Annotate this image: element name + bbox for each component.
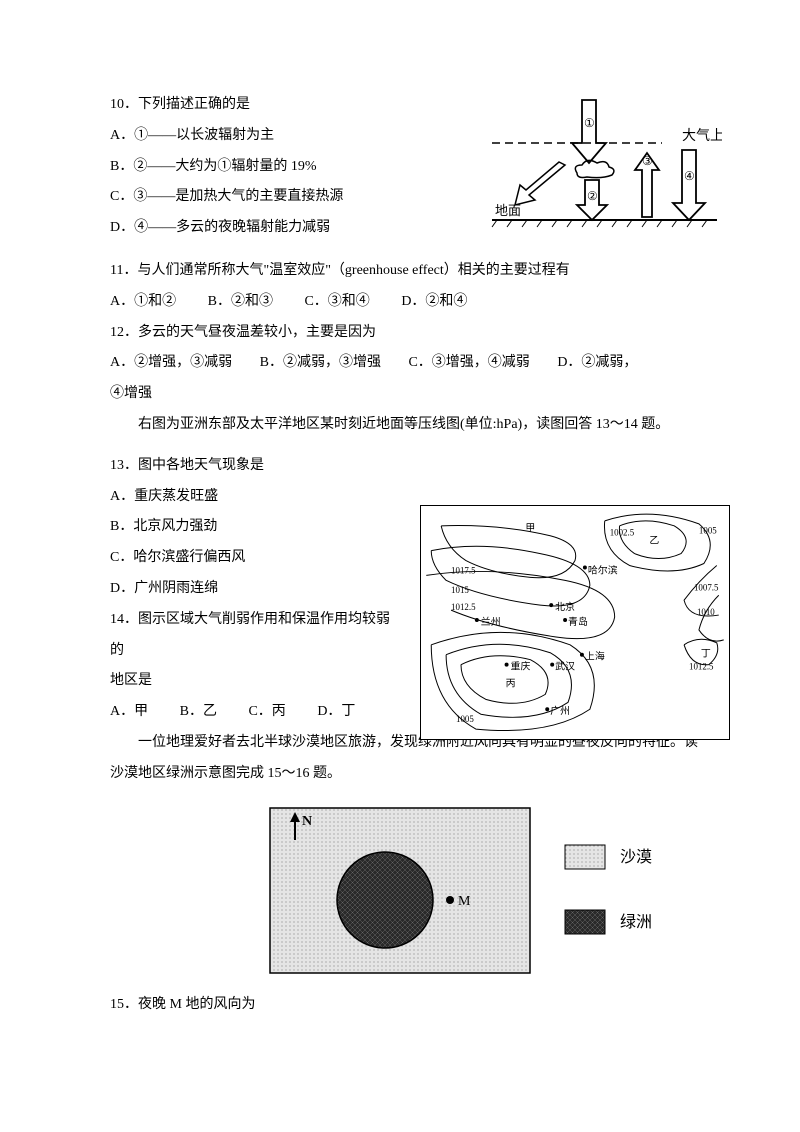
arrow-1-label: ① <box>584 116 595 130</box>
q10-option-c: C．③——是加热大气的主要直接热源 <box>110 182 390 213</box>
point-m-marker <box>446 896 454 904</box>
svg-text:1015: 1015 <box>451 585 469 595</box>
q10-option-b: B．②——大约为①辐射量的 19% <box>110 152 390 183</box>
svg-text:青岛: 青岛 <box>568 615 588 628</box>
label-atmosphere: 大气上界 <box>682 128 722 144</box>
arrow-3-label: ③ <box>642 154 653 168</box>
intro-13-14: 右图为亚洲东部及太平洋地区某时刻近地面等压线图(单位:hPa)，读图回答 13～… <box>110 410 710 441</box>
svg-text:1010: 1010 <box>697 607 715 617</box>
svg-text:兰州: 兰州 <box>481 615 501 628</box>
q12-options: A．②增强，③减弱 B．②减弱，③增强 C．③增强，④减弱 D．②减弱， <box>110 348 710 379</box>
q12-option-b: B．②减弱，③增强 <box>260 348 381 379</box>
svg-text:1007.5: 1007.5 <box>694 582 719 592</box>
svg-text:武汉: 武汉 <box>555 660 575 673</box>
svg-text:重庆: 重庆 <box>511 660 531 673</box>
legend-oasis-swatch <box>565 910 605 934</box>
q11-option-d: D．②和④ <box>401 287 467 318</box>
q13-option-b: B．北京风力强劲 <box>110 512 390 543</box>
question-12-stem: 12．多云的天气昼夜温差较小，主要是因为 <box>110 318 710 349</box>
svg-text:1012.5: 1012.5 <box>689 662 714 672</box>
svg-text:N: N <box>302 814 312 829</box>
svg-text:乙: 乙 <box>649 535 659 547</box>
oasis-circle <box>337 852 433 948</box>
svg-text:哈尔滨: 哈尔滨 <box>588 563 618 576</box>
question-14-stem-1: 14．图示区域大气削弱作用和保温作用均较弱的 <box>110 605 390 667</box>
q14-option-d: D．丁 <box>317 697 355 728</box>
question-14-stem-2: 地区是 <box>110 666 390 697</box>
q13-option-d: D．广州阴雨连绵 <box>110 574 390 605</box>
q13-option-a: A．重庆蒸发旺盛 <box>110 482 390 513</box>
label-ground: 地面 <box>495 203 521 218</box>
q14-option-a: A．甲 <box>110 697 148 728</box>
svg-text:上海: 上海 <box>585 650 605 663</box>
q13-option-c: C．哈尔滨盛行偏西风 <box>110 543 390 574</box>
svg-text:广州: 广州 <box>550 705 570 717</box>
isobar-map: 甲 乙 丙 丁 哈尔滨 北京 兰州 青岛 上海 武汉 重庆 广州 1002.5 … <box>420 505 730 740</box>
legend-oasis-label: 绿洲 <box>620 913 652 931</box>
svg-text:1005: 1005 <box>456 714 474 724</box>
q14-option-b: B．乙 <box>180 697 217 728</box>
q12-option-d2: ④增强 <box>110 379 710 410</box>
q11-option-c: C．③和④ <box>304 287 369 318</box>
radiation-diagram: 大气上界 地面 ① ② ③ ④ <box>487 95 722 235</box>
legend-desert-swatch <box>565 845 605 869</box>
svg-text:北京: 北京 <box>555 600 575 613</box>
q11-options: A．①和② B．②和③ C．③和④ D．②和④ <box>110 287 710 318</box>
question-13-stem: 13．图中各地天气现象是 <box>110 451 390 482</box>
q11-option-b: B．②和③ <box>208 287 273 318</box>
q14-option-c: C．丙 <box>248 697 285 728</box>
svg-text:1012.5: 1012.5 <box>451 602 476 612</box>
oasis-diagram: N M 沙漠 绿洲 <box>260 800 680 980</box>
svg-text:1017.5: 1017.5 <box>451 565 476 575</box>
q12-option-a: A．②增强，③减弱 <box>110 348 232 379</box>
svg-text:1005: 1005 <box>699 526 717 536</box>
arrow-4-label: ④ <box>684 169 695 183</box>
arrow-2-label: ② <box>587 189 598 203</box>
question-11-stem: 11．与人们通常所称大气"温室效应"（greenhouse effect）相关的… <box>110 256 710 287</box>
svg-text:丙: 丙 <box>506 678 516 689</box>
svg-text:1002.5: 1002.5 <box>610 528 635 538</box>
q11-option-a: A．①和② <box>110 287 176 318</box>
svg-text:甲: 甲 <box>525 523 535 534</box>
question-15-stem: 15．夜晚 M 地的风向为 <box>110 990 710 1021</box>
legend-desert-label: 沙漠 <box>620 848 652 866</box>
svg-text:丁: 丁 <box>701 649 711 660</box>
q12-option-c: C．③增强，④减弱 <box>408 348 529 379</box>
q10-option-d: D．④——多云的夜晚辐射能力减弱 <box>110 213 390 244</box>
point-m-label: M <box>458 894 471 909</box>
q10-option-a: A．①——以长波辐射为主 <box>110 121 390 152</box>
q12-option-d: D．②减弱， <box>557 348 637 379</box>
